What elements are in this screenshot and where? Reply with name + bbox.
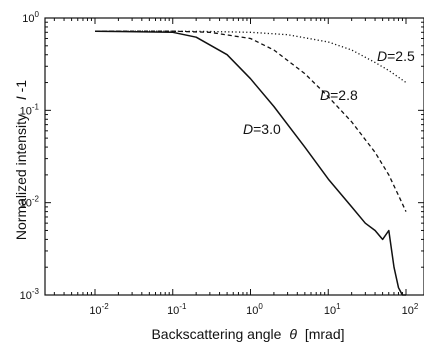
y-tick-label: 10-2 xyxy=(20,195,40,210)
x-tick-label: 10-1 xyxy=(167,302,187,317)
x-axis-title: Backscattering angle θ [mrad] xyxy=(151,326,344,342)
y-tick-label: 10-3 xyxy=(20,287,40,302)
x-tick-label: 102 xyxy=(402,302,419,317)
series-layer xyxy=(94,30,407,296)
y-tick-label: 100 xyxy=(22,10,39,25)
y-axis-title-suffix: -1 xyxy=(13,80,29,93)
curve-labels: D=2.5 D=2.8 D=3.0 xyxy=(243,48,415,137)
series-line-3 xyxy=(94,30,406,296)
y-axis-title-prefix: Normalized intensity xyxy=(13,114,29,240)
x-axis-title-symbol: θ xyxy=(289,326,297,342)
plot-frame xyxy=(44,17,424,296)
x-tick-label: 10-2 xyxy=(89,302,109,317)
y-tick-label: 10-1 xyxy=(20,102,40,117)
axis-ticks xyxy=(45,17,424,296)
curve-label-3: D=3.0 xyxy=(243,121,281,137)
x-tick-label: 100 xyxy=(246,302,263,317)
series-line-2 xyxy=(95,30,407,212)
tick-labels: 10-2 10-1 100 101 102 10-3 10-2 10-1 100 xyxy=(20,10,419,317)
curve-label-2: D=2.8 xyxy=(320,87,358,103)
y-axis-title: Normalized intensity I -1 xyxy=(13,80,29,240)
series-line-1 xyxy=(95,30,407,84)
curve-label-1: D=2.5 xyxy=(377,48,415,64)
y-axis-title-symbol: I xyxy=(13,96,29,100)
x-axis-title-prefix: Backscattering angle xyxy=(151,326,281,342)
x-tick-label: 101 xyxy=(324,302,341,317)
x-axis-title-unit: [mrad] xyxy=(305,326,345,342)
